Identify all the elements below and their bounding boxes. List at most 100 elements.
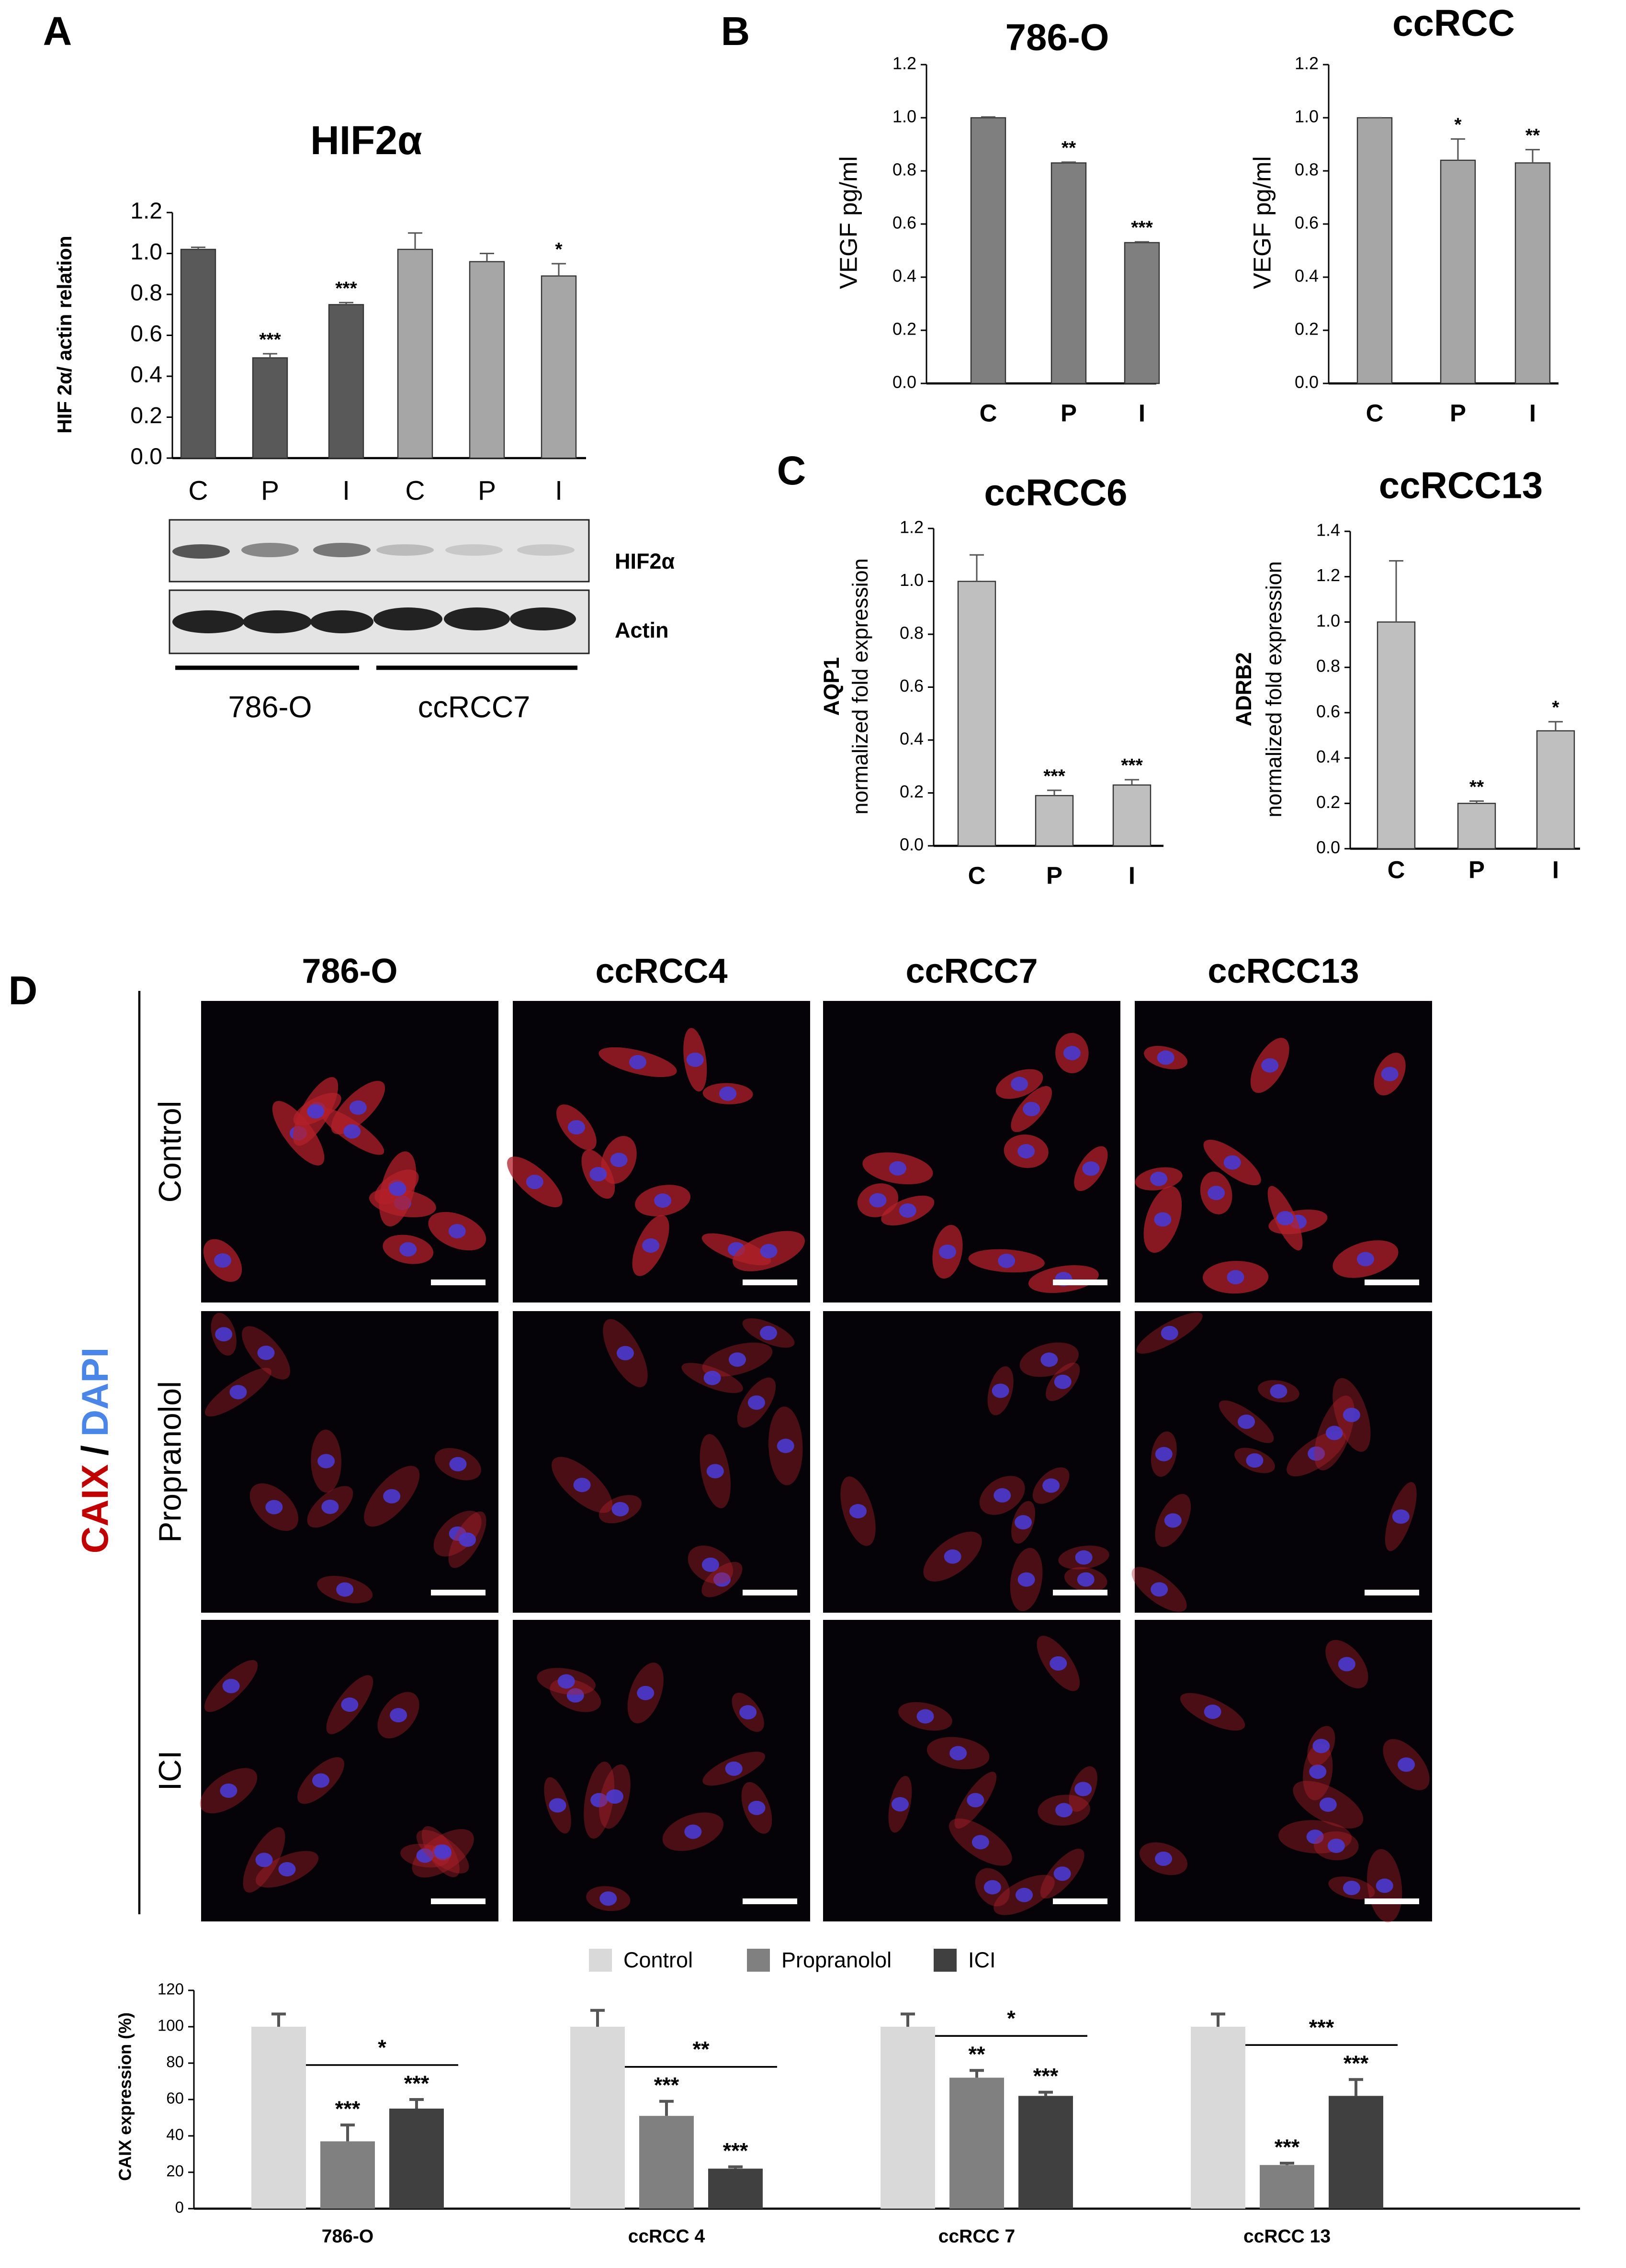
x-tick-label: P <box>1468 856 1485 883</box>
bar <box>1329 2096 1383 2209</box>
group-label: ccRCC7 <box>418 691 531 724</box>
significance-label: *** <box>1309 2015 1334 2040</box>
chart-title: HIF2α <box>310 118 422 163</box>
legend-swatch <box>934 1949 957 1972</box>
y-tick-label: 0.0 <box>1316 838 1340 857</box>
nucleus <box>642 1238 660 1253</box>
y-tick-label: 0.2 <box>1316 792 1340 812</box>
nucleus <box>526 1175 543 1190</box>
blot-label: Actin <box>615 618 669 642</box>
nucleus <box>891 1797 909 1812</box>
significance-label: *** <box>335 278 357 299</box>
nucleus <box>566 1688 584 1703</box>
nucleus <box>684 1824 702 1839</box>
y-tick-label: 0.8 <box>900 623 924 643</box>
nucleus <box>949 1746 967 1761</box>
nucleus <box>889 1161 906 1176</box>
nucleus <box>899 1203 916 1218</box>
y-tick-label: 1.2 <box>130 199 162 224</box>
nucleus <box>1261 1058 1279 1073</box>
nucleus <box>557 1674 575 1689</box>
y-axis-label: ADRB2 <box>1231 652 1256 726</box>
nucleus <box>399 1242 417 1257</box>
micrograph <box>201 1311 498 1613</box>
nucleus <box>459 1532 476 1547</box>
nucleus <box>629 1055 647 1069</box>
x-tick-label: I <box>1529 399 1536 427</box>
bar <box>639 2116 694 2209</box>
y-tick-label: 0.6 <box>900 676 924 696</box>
nucleus <box>849 1504 867 1518</box>
significance-label: *** <box>259 329 281 350</box>
nucleus <box>713 1572 731 1587</box>
nucleus <box>654 1193 672 1208</box>
nucleus <box>1082 1161 1100 1176</box>
micrograph <box>1135 1620 1432 1922</box>
significance-label: *** <box>1131 217 1153 238</box>
nucleus <box>1055 1803 1073 1818</box>
nucleus <box>748 1800 766 1815</box>
nucleus <box>719 1086 737 1101</box>
significance-label: *** <box>1043 766 1065 786</box>
y-tick-label: 0.0 <box>1295 372 1319 392</box>
bar <box>328 304 364 459</box>
y-tick-label: 1.0 <box>1295 107 1319 126</box>
significance-label: * <box>1007 2006 1016 2031</box>
nucleus <box>1155 1447 1173 1461</box>
nucleus <box>1227 1270 1244 1285</box>
nucleus <box>637 1685 655 1700</box>
micrograph <box>201 1620 498 1922</box>
nucleus <box>317 1454 335 1469</box>
nucleus <box>1238 1415 1255 1429</box>
y-tick-label: 0.2 <box>892 319 916 339</box>
nucleus <box>916 1709 934 1724</box>
nucleus <box>967 1793 984 1808</box>
nucleus <box>994 1488 1011 1503</box>
nucleus <box>1319 1797 1337 1812</box>
y-axis-label: HIF 2α/ actin relation <box>53 236 76 433</box>
y-tick-label: 20 <box>166 2162 184 2180</box>
nucleus <box>725 1761 743 1776</box>
stain-part: DAPI <box>74 1347 116 1437</box>
y-tick-label: 1.0 <box>130 239 162 265</box>
bar <box>1050 162 1087 384</box>
nucleus <box>255 1853 273 1867</box>
nucleus <box>1161 1325 1178 1340</box>
x-tick-label: C <box>980 399 997 427</box>
stain-part: / <box>74 1445 116 1456</box>
bar <box>1377 621 1416 850</box>
bar <box>1440 159 1476 384</box>
nucleus <box>1015 1515 1032 1530</box>
panel-letter: A <box>43 9 72 54</box>
nucleus <box>590 1793 608 1808</box>
blot-band <box>510 607 576 631</box>
blot-band <box>373 607 442 631</box>
nucleus <box>1157 1050 1174 1065</box>
blot-band <box>444 607 510 631</box>
y-tick-label: 0.6 <box>1316 701 1340 721</box>
y-tick-label: 0.8 <box>1295 160 1319 180</box>
nucleus <box>869 1193 887 1208</box>
bar <box>881 2027 935 2209</box>
y-tick-label: 0.6 <box>1295 213 1319 233</box>
nucleus <box>1063 1045 1081 1060</box>
nucleus <box>1246 1453 1264 1468</box>
significance-label: * <box>1552 697 1559 718</box>
y-tick-label: 1.0 <box>892 107 916 126</box>
nucleus <box>349 1100 367 1115</box>
nucleus <box>760 1244 778 1258</box>
blot-band <box>310 610 373 634</box>
nucleus <box>549 1798 566 1813</box>
significance-label: *** <box>1344 2051 1369 2076</box>
blot-label: HIF2α <box>615 549 675 573</box>
nucleus <box>610 1153 628 1168</box>
y-tick-label: 1.2 <box>1295 54 1319 73</box>
significance-label: * <box>1454 115 1462 135</box>
y-tick-label: 0.8 <box>1316 656 1340 676</box>
row-label: ICI <box>152 1751 187 1791</box>
y-tick-label: 0.8 <box>892 160 916 180</box>
nucleus <box>589 1167 607 1181</box>
nucleus <box>1017 1572 1035 1587</box>
column-title: ccRCC7 <box>905 952 1038 990</box>
micrograph <box>1135 1311 1432 1613</box>
